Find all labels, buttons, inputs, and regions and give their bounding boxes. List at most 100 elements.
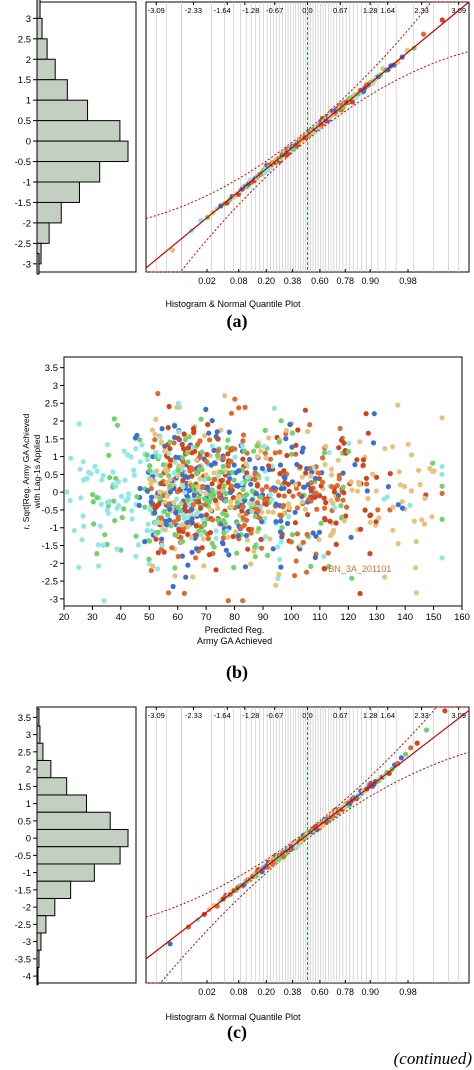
panel-b-scatter-point xyxy=(367,551,373,557)
panel-b-scatter-point xyxy=(321,450,327,456)
panel-b-scatter-point xyxy=(292,573,298,579)
panel-b-scatter-point xyxy=(191,428,197,435)
panel-b-scatter-point xyxy=(228,503,234,510)
panel-b-scatter-point xyxy=(174,496,180,502)
panel-b-scatter-point xyxy=(202,433,208,439)
panel-a-qq-point xyxy=(439,17,445,23)
panel-b-scatter-point xyxy=(349,575,355,581)
panel-b-scatter-point xyxy=(365,430,371,436)
panel-b-scatter-point xyxy=(121,506,127,512)
panel-b-scatter-point xyxy=(211,470,217,476)
panel-b-scatter-point xyxy=(305,511,311,518)
panel-b-scatter-point xyxy=(266,463,272,469)
panel-b-scatter-point xyxy=(203,406,209,412)
panel-a-qq-point xyxy=(421,31,427,37)
panel-b-scatter-point xyxy=(102,532,108,538)
panel-b-scatter-point xyxy=(395,402,401,408)
panel-b-scatter-point xyxy=(265,509,271,515)
panel-a-qq-top-tick-label: -1.28 xyxy=(242,6,259,15)
panel-b-scatter-point xyxy=(185,459,191,465)
panel-b-scatter-point xyxy=(215,436,221,442)
panel-b-scatter-point xyxy=(283,436,289,442)
panel-c-qq-point xyxy=(423,727,430,733)
panel-b-scatter-point xyxy=(71,527,77,534)
panel-b-scatter-point xyxy=(348,479,354,485)
panel-b-scatter-point xyxy=(253,491,259,497)
panel-b-scatter-point xyxy=(365,495,371,502)
panel-b-scatter-point xyxy=(226,429,232,435)
panel-b-scatter-point xyxy=(206,430,212,436)
panel-b-scatter-point xyxy=(429,514,435,520)
caption-c: (c) xyxy=(227,1022,247,1043)
panel-b-scatter-point xyxy=(225,463,231,469)
panel-c-histogram-tick-label: 3.5 xyxy=(18,713,31,724)
panel-b-scatter-point xyxy=(345,448,352,455)
panel-b-scatter-point xyxy=(273,582,279,588)
panel-b-scatter-x-tick-label: 80 xyxy=(229,612,240,623)
panel-b-scatter-point xyxy=(157,489,163,495)
panel-b-scatter-point xyxy=(228,410,235,416)
panel-b-scatter-point xyxy=(221,530,227,536)
panel-b-scatter-point xyxy=(208,507,214,513)
panel-b-scatter-point xyxy=(352,462,358,468)
panel-b-scatter-point xyxy=(118,493,125,499)
panel-c-qq-point xyxy=(408,745,414,751)
panel-b-scatter-point xyxy=(357,590,363,597)
panel-b-scatter-point xyxy=(213,528,219,534)
panel-a-histogram-group: 3 2.5 2 1.5 1 0.5 0 -0.5 -1 -1.5 -2 -2.5 -3 xyxy=(15,0,137,275)
panel-b-scatter-point xyxy=(175,553,181,560)
panel-b-scatter-point xyxy=(271,485,277,491)
panel-b-scatter-point xyxy=(171,519,177,525)
panel-b-scatter-point xyxy=(123,498,129,504)
panel-b-scatter-point xyxy=(338,503,344,509)
panel-b-scatter-point xyxy=(211,476,217,482)
panel-b-scatter-point xyxy=(167,477,173,483)
panel-b-scatter-annotated-point xyxy=(321,565,328,572)
panel-c-qq-top-tick-label: 0.67 xyxy=(333,711,348,720)
panel-a-qq-top-tick-label: 1.28 xyxy=(363,6,378,15)
panel-a-qq-top-tick-label: 0.67 xyxy=(333,6,348,15)
panel-b-scatter-annotation: BN_3A_201101 xyxy=(328,564,391,574)
panel-b-scatter-point xyxy=(334,496,341,502)
panel-b-scatter-point xyxy=(316,470,322,476)
panel-b-scatter-point xyxy=(153,536,159,542)
panel-c-histogram-bar xyxy=(36,915,47,934)
panel-b-scatter-point xyxy=(210,517,216,523)
panel-b-scatter-point xyxy=(215,473,221,479)
panel-b-scatter-point xyxy=(312,494,318,500)
panel-b-scatter-point xyxy=(325,550,331,556)
panel-b-scatter-point xyxy=(155,550,161,556)
panel-b-scatter-point xyxy=(68,455,74,461)
panel-b-scatter-point xyxy=(145,521,151,527)
panel-b-scatter-point xyxy=(100,472,106,478)
panel-b-scatter-point xyxy=(299,499,305,505)
panel-b-scatter-point xyxy=(183,508,190,514)
panel-b-scatter-point xyxy=(91,521,97,527)
panel-b-scatter-point xyxy=(417,481,423,488)
panel-b-scatter-point xyxy=(397,482,403,488)
panel-b-scatter-point xyxy=(316,529,322,535)
panel-b-scatter-point xyxy=(265,552,271,559)
panel-b-scatter-point xyxy=(280,504,286,510)
panel-b-scatter-point xyxy=(243,461,249,467)
panel-b-scatter-point xyxy=(228,499,234,505)
panel-b-scatter-point xyxy=(334,482,340,489)
panel-b-scatter-point xyxy=(277,471,283,477)
panel-b-scatter-point xyxy=(197,476,203,482)
panel-b-scatter-point xyxy=(292,520,298,526)
panel-a-qq-top-tick-label: 0.0 xyxy=(302,6,312,15)
panel-c-qq-bottom-tick-label: 0.60 xyxy=(311,987,329,997)
panel-b-scatter-point xyxy=(90,491,96,498)
panel-b-scatter-point xyxy=(389,444,396,450)
panel-b-scatter-point xyxy=(341,518,348,524)
panel-b-scatter-point xyxy=(267,536,273,542)
panel-b-scatter-point xyxy=(273,501,279,507)
panel-a-qq-point xyxy=(170,247,176,253)
panel-b-scatter-point xyxy=(292,482,298,488)
panel-a-histogram-bar xyxy=(36,79,68,101)
panel-b-scatter-point xyxy=(244,537,250,543)
panel-b-scatter-point xyxy=(160,462,166,468)
panel-b-scatter-point xyxy=(293,442,299,448)
panel-b-scatter-point xyxy=(204,451,210,458)
panel-b-scatter-point xyxy=(198,505,204,511)
